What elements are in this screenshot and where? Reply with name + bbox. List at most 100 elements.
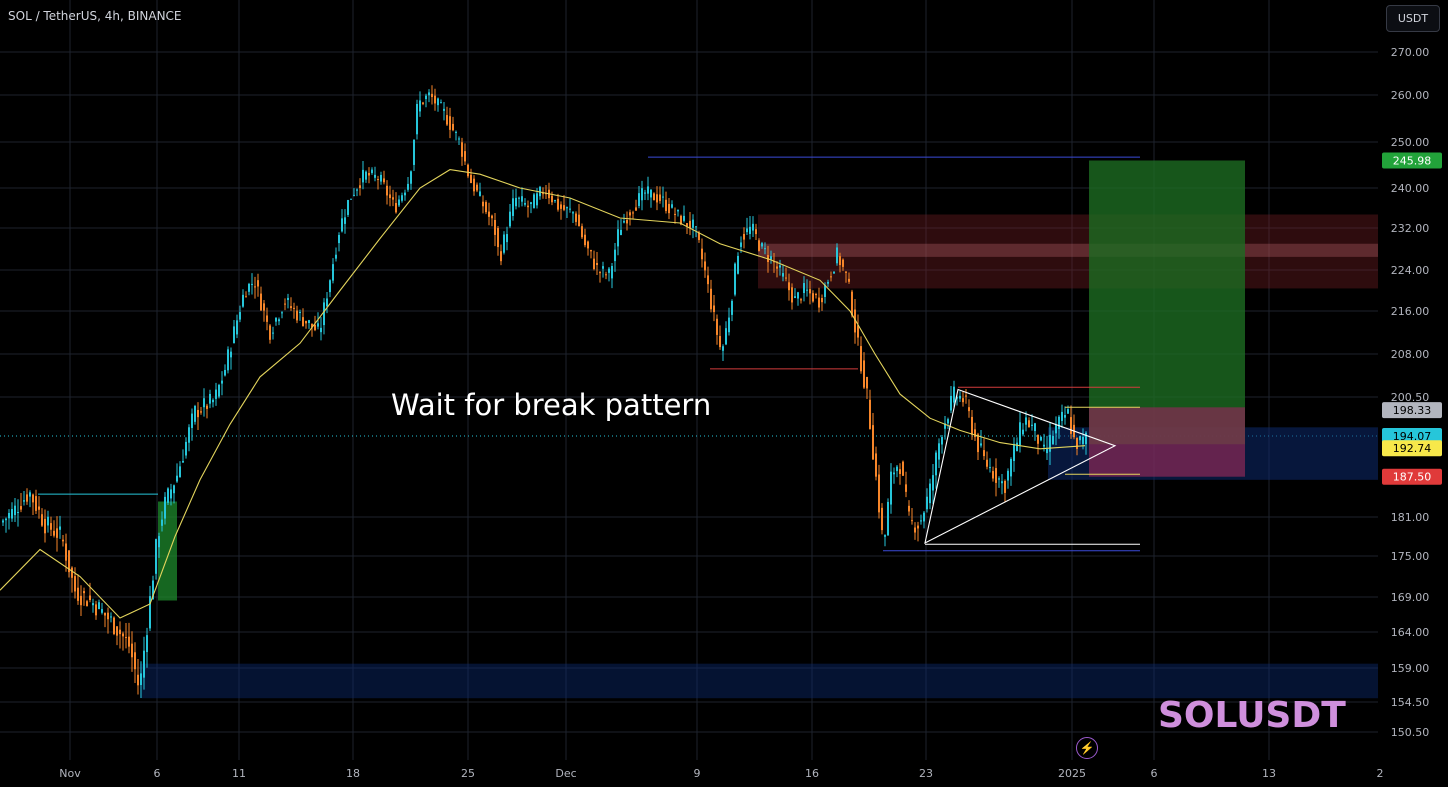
time-axis[interactable]: Nov 6 11 18 25 Dec 9 16 23 2025 6 13 2 bbox=[0, 760, 1384, 787]
candle-body bbox=[269, 325, 271, 340]
candle-body bbox=[743, 233, 745, 240]
candle-body bbox=[122, 633, 124, 637]
candle-body bbox=[44, 518, 46, 534]
candle-body bbox=[719, 336, 721, 348]
candle-body bbox=[479, 191, 481, 196]
candle-body bbox=[353, 194, 355, 196]
candle-body bbox=[179, 466, 181, 478]
symbol-title: SOL / TetherUS, 4h, BINANCE bbox=[8, 9, 182, 23]
candle-body bbox=[845, 271, 847, 273]
candle-body bbox=[407, 183, 409, 190]
candle-body bbox=[914, 527, 916, 533]
candle-body bbox=[638, 193, 640, 206]
candle-body bbox=[839, 256, 841, 266]
candle-body bbox=[392, 197, 394, 200]
candle-body bbox=[275, 318, 277, 322]
price-axis-tick-label: 164.00 bbox=[1391, 626, 1430, 639]
candle-body bbox=[332, 264, 334, 281]
candle-body bbox=[947, 419, 949, 424]
candle-body bbox=[410, 171, 412, 184]
candle-body bbox=[74, 576, 76, 592]
candle-body bbox=[182, 460, 184, 463]
candle-body bbox=[413, 139, 415, 165]
time-axis-bg bbox=[0, 760, 1378, 787]
candle-body bbox=[68, 550, 70, 573]
demand-zone bbox=[140, 663, 1382, 699]
candle-body bbox=[32, 494, 34, 503]
candle-body bbox=[533, 194, 535, 209]
candle-body bbox=[635, 207, 637, 211]
candle-body bbox=[896, 466, 898, 472]
price-axis-tick-label: 159.00 bbox=[1391, 662, 1430, 675]
candle-body bbox=[242, 294, 244, 307]
candle-body bbox=[917, 525, 919, 529]
candle-body bbox=[686, 223, 688, 227]
candle-body bbox=[230, 351, 232, 358]
candle-body bbox=[800, 299, 802, 301]
time-axis-tick-label: 6 bbox=[1151, 767, 1158, 780]
candle-body bbox=[5, 518, 7, 521]
candle-body bbox=[836, 247, 838, 264]
candle-body bbox=[299, 311, 301, 313]
candle-body bbox=[665, 199, 667, 212]
candle-body bbox=[200, 411, 202, 413]
currency-button[interactable]: USDT bbox=[1386, 5, 1440, 32]
price-axis-tick-label: 216.00 bbox=[1391, 305, 1430, 318]
candle-body bbox=[1001, 481, 1003, 484]
candle-body bbox=[956, 397, 958, 399]
candle-body bbox=[416, 103, 418, 135]
annotation-text: Wait for break pattern bbox=[391, 388, 712, 422]
candle-body bbox=[683, 215, 685, 221]
price-badge-level bbox=[1382, 402, 1442, 419]
candle-body bbox=[338, 234, 340, 244]
candle-body bbox=[884, 535, 886, 537]
candle-body bbox=[1052, 436, 1054, 445]
candle-body bbox=[1034, 423, 1036, 432]
candle-body bbox=[734, 263, 736, 295]
candle-body bbox=[905, 484, 907, 492]
candle-body bbox=[398, 199, 400, 206]
chart-zones bbox=[140, 160, 1382, 699]
candle-body bbox=[440, 102, 442, 104]
candle-body bbox=[806, 289, 808, 291]
price-axis-tick-label: 175.00 bbox=[1391, 550, 1430, 563]
candle-body bbox=[128, 636, 130, 647]
candle-body bbox=[782, 273, 784, 277]
time-axis-tick-label: 18 bbox=[346, 767, 360, 780]
candle-body bbox=[770, 256, 772, 260]
candle-body bbox=[860, 346, 862, 372]
candle-body bbox=[350, 198, 352, 200]
candle-body bbox=[113, 617, 115, 635]
candle-body bbox=[206, 405, 208, 409]
candle-body bbox=[941, 437, 943, 445]
candle-body bbox=[1019, 422, 1021, 446]
candle-body bbox=[788, 282, 790, 291]
candle-body bbox=[1022, 429, 1024, 435]
candle-body bbox=[290, 306, 292, 308]
candle-body bbox=[716, 318, 718, 335]
candle-body bbox=[953, 386, 955, 403]
candle-body bbox=[203, 398, 205, 408]
candle-body bbox=[104, 612, 106, 616]
candle-body bbox=[485, 202, 487, 213]
candle-body bbox=[1010, 459, 1012, 477]
candlestick-series bbox=[0, 85, 1087, 699]
moving-average-line bbox=[0, 169, 1086, 619]
candle-body bbox=[317, 323, 319, 327]
candle-body bbox=[794, 296, 796, 298]
long-position-profit-zone bbox=[1089, 160, 1245, 445]
candle-body bbox=[95, 604, 97, 616]
candle-body bbox=[467, 164, 469, 177]
candle-body bbox=[152, 580, 154, 600]
candle-body bbox=[59, 526, 61, 530]
price-axis[interactable]: 270.00 260.00 250.00 240.00 232.00 224.00 216.… bbox=[1378, 0, 1448, 787]
candle-body bbox=[401, 195, 403, 201]
candle-body bbox=[818, 297, 820, 308]
candle-body bbox=[776, 266, 778, 269]
candle-body bbox=[596, 262, 598, 266]
lightning-icon[interactable]: ⚡ bbox=[1076, 737, 1098, 759]
candle-body bbox=[494, 219, 496, 235]
candle-body bbox=[632, 212, 634, 214]
candle-body bbox=[578, 214, 580, 227]
